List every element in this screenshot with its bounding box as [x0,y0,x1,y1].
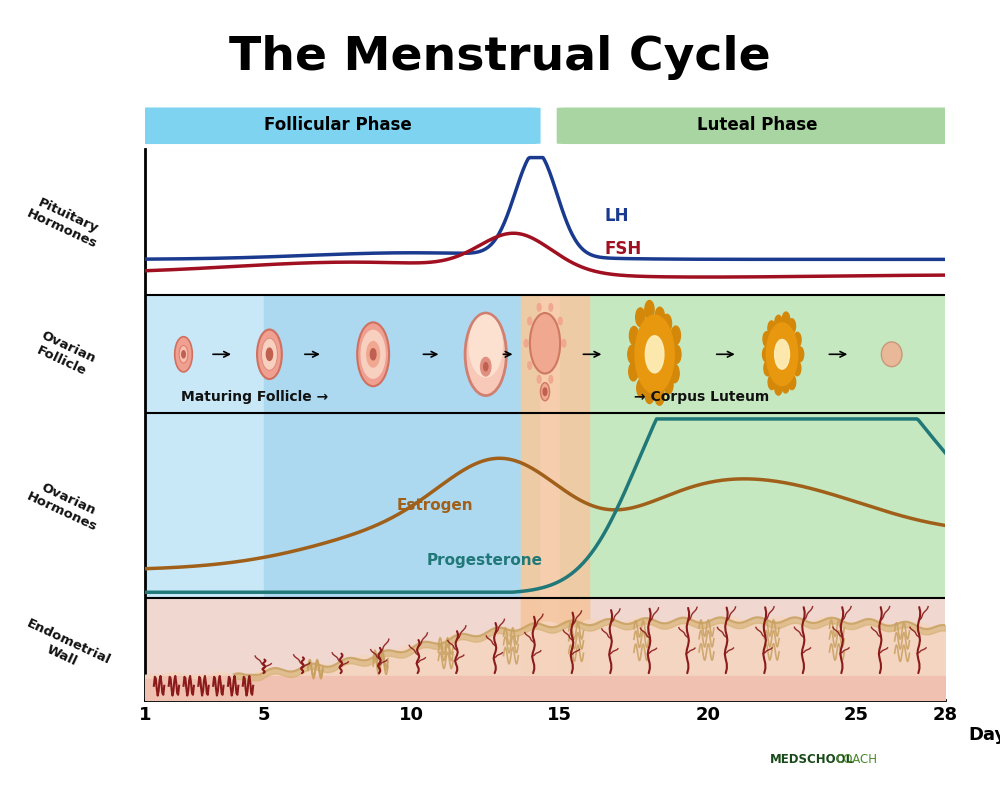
Ellipse shape [175,336,192,372]
Text: Ovarian
Hormones: Ovarian Hormones [25,477,105,534]
Ellipse shape [537,303,541,311]
Ellipse shape [796,347,804,362]
Text: Maturing Follicle →: Maturing Follicle → [181,391,328,404]
Text: Luteal Phase: Luteal Phase [697,116,817,134]
Ellipse shape [357,322,389,386]
Text: COACH: COACH [835,753,877,766]
Ellipse shape [367,342,380,367]
Ellipse shape [562,340,566,347]
Ellipse shape [645,385,654,403]
Ellipse shape [540,383,550,401]
FancyBboxPatch shape [557,108,955,144]
Ellipse shape [635,315,674,394]
Bar [145,296,264,700]
Ellipse shape [549,303,553,311]
Text: Progesterone: Progesterone [426,553,542,567]
Ellipse shape [528,318,532,325]
Ellipse shape [261,338,277,370]
Ellipse shape [266,348,273,361]
FancyBboxPatch shape [135,108,541,144]
Ellipse shape [636,308,645,326]
Bar [521,296,589,700]
Ellipse shape [881,342,902,367]
Ellipse shape [528,362,532,369]
Ellipse shape [655,307,664,325]
Ellipse shape [768,375,776,390]
Ellipse shape [179,346,188,363]
Text: Ovarian
Follicle: Ovarian Follicle [33,329,97,380]
Ellipse shape [793,361,801,376]
Bar [264,296,539,700]
Text: LH: LH [604,207,629,225]
Ellipse shape [764,361,771,376]
Ellipse shape [766,323,798,386]
Ellipse shape [782,312,790,327]
Ellipse shape [763,347,770,362]
Text: Estrogen: Estrogen [397,498,473,512]
Ellipse shape [768,321,775,336]
Ellipse shape [629,362,638,381]
Ellipse shape [788,319,796,333]
Ellipse shape [543,388,547,395]
Ellipse shape [788,375,796,390]
Text: → Corpus Luteum: → Corpus Luteum [634,391,769,404]
Ellipse shape [664,375,673,394]
Ellipse shape [465,313,506,395]
Ellipse shape [469,315,502,377]
Ellipse shape [775,380,782,395]
Ellipse shape [672,345,681,364]
Ellipse shape [530,313,560,373]
Text: FSH: FSH [604,240,642,258]
Text: Pituitary
Hormones: Pituitary Hormones [25,193,105,251]
Ellipse shape [484,362,488,371]
Ellipse shape [370,349,376,360]
Ellipse shape [257,329,282,379]
Ellipse shape [558,318,562,325]
Ellipse shape [637,379,646,398]
Text: MEDSCHOOL: MEDSCHOOL [770,753,854,766]
Ellipse shape [629,326,639,345]
Ellipse shape [361,330,385,378]
Ellipse shape [645,336,664,373]
Ellipse shape [763,332,770,347]
Text: Follicular Phase: Follicular Phase [264,116,411,134]
Ellipse shape [782,378,789,393]
Ellipse shape [794,332,801,347]
Bar [145,597,264,700]
Ellipse shape [775,340,789,369]
Bar [264,597,539,700]
Bar [521,296,539,700]
Ellipse shape [670,364,679,383]
Ellipse shape [524,340,528,347]
Bar [521,597,589,700]
Ellipse shape [775,315,782,330]
Bar [560,296,945,700]
Text: The Menstrual Cycle: The Menstrual Cycle [229,35,771,80]
Text: Day: Day [969,726,1000,744]
Ellipse shape [537,376,541,383]
Bar [560,597,945,700]
Ellipse shape [549,376,553,383]
Ellipse shape [182,351,185,358]
Ellipse shape [662,314,672,333]
Ellipse shape [628,345,637,364]
Ellipse shape [645,300,654,319]
Ellipse shape [481,358,491,376]
Text: Endometrial
Wall: Endometrial Wall [18,617,112,681]
Ellipse shape [655,387,664,406]
Ellipse shape [671,326,680,344]
